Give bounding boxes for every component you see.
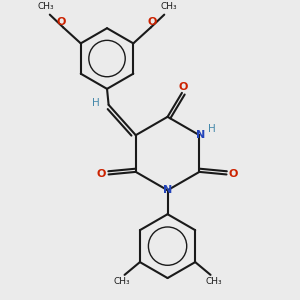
Text: CH₃: CH₃ [113, 277, 130, 286]
Text: CH₃: CH₃ [37, 2, 54, 11]
Text: O: O [97, 169, 106, 179]
Text: CH₃: CH₃ [206, 277, 222, 286]
Text: N: N [196, 130, 206, 140]
Text: N: N [163, 185, 172, 195]
Text: O: O [229, 169, 238, 179]
Text: O: O [57, 17, 66, 27]
Text: CH₃: CH₃ [160, 2, 177, 11]
Text: H: H [92, 98, 100, 108]
Text: O: O [148, 17, 157, 27]
Text: H: H [208, 124, 216, 134]
Text: O: O [179, 82, 188, 92]
